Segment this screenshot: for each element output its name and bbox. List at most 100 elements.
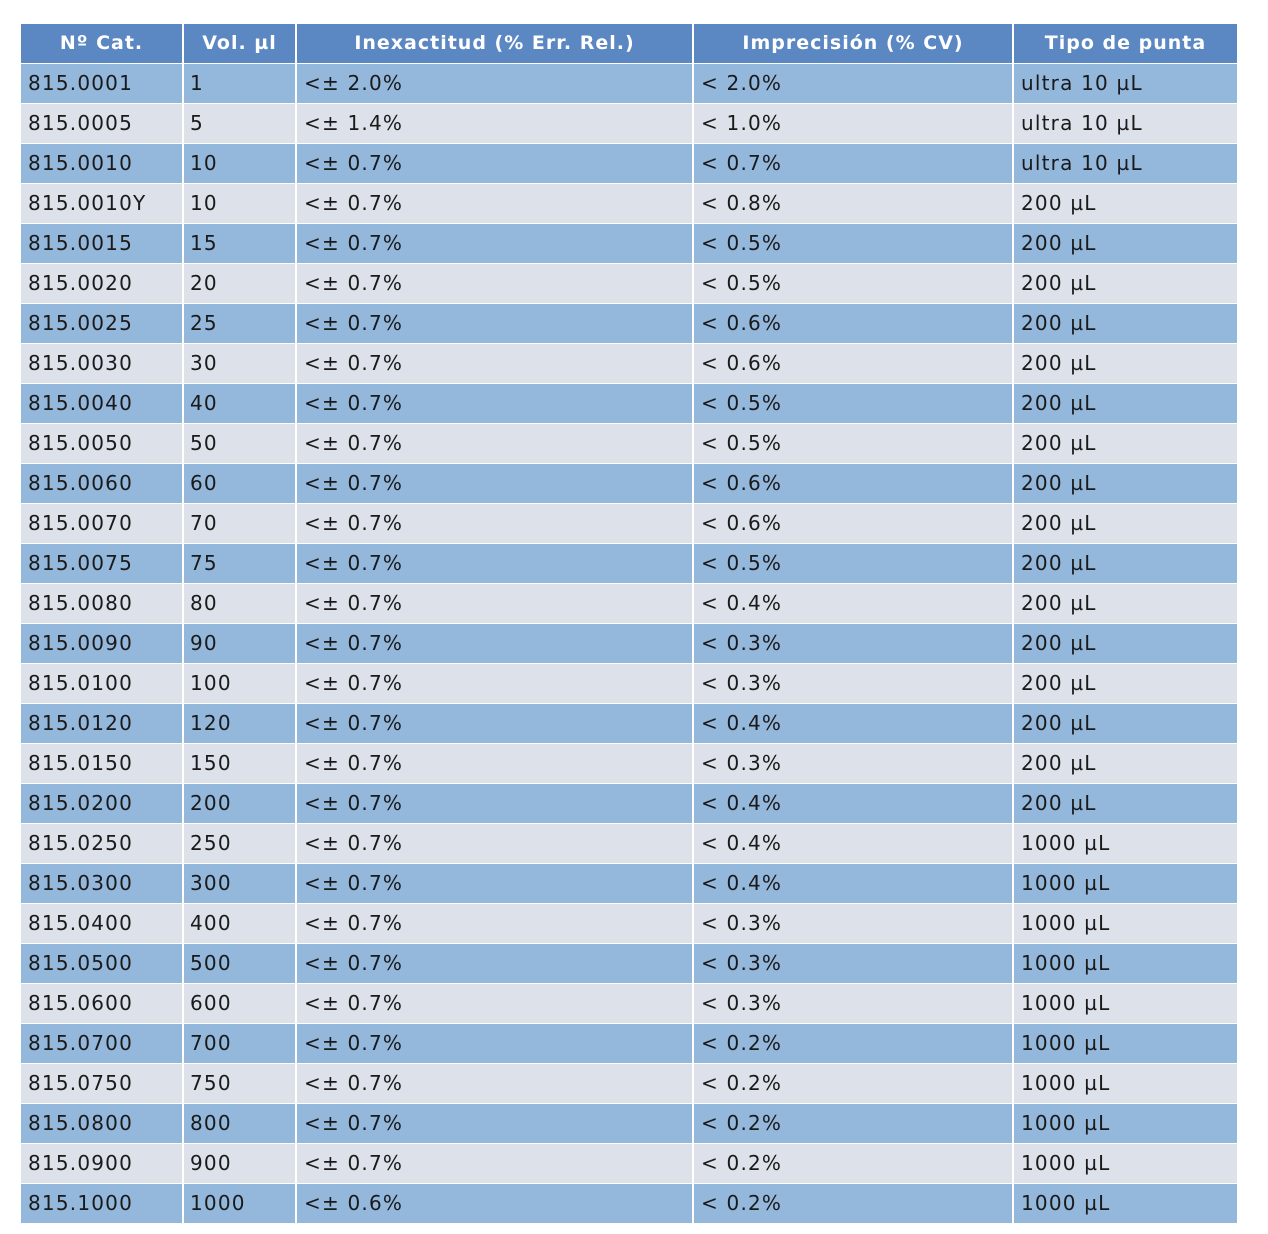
cell-imprecision: < 0.6%	[693, 342, 1014, 383]
cell-cat-no: 815.0300	[21, 862, 184, 903]
cell-imprecision: < 0.3%	[693, 662, 1014, 703]
cell-inaccuracy: <± 1.4%	[296, 102, 694, 143]
cell-cat-no: 815.0070	[21, 502, 184, 543]
cell-inaccuracy: <± 0.7%	[296, 422, 694, 463]
table-row: 815.0250 250 <± 0.7% < 0.4% 1000 µL	[21, 822, 1237, 863]
cell-imprecision: < 0.2%	[693, 1142, 1014, 1183]
cell-cat-no: 815.0040	[21, 382, 184, 423]
cell-cat-no: 815.1000	[21, 1182, 184, 1223]
table-row: 815.0075 75 <± 0.7% < 0.5% 200 µL	[21, 542, 1237, 583]
cell-tip-type: 200 µL	[1013, 502, 1237, 543]
cell-volume: 200	[183, 782, 297, 823]
cell-tip-type: 1000 µL	[1013, 982, 1237, 1023]
table-row: 815.0600 600 <± 0.7% < 0.3% 1000 µL	[21, 982, 1237, 1023]
cell-imprecision: < 0.5%	[693, 542, 1014, 583]
cell-inaccuracy: <± 0.7%	[296, 382, 694, 423]
cell-imprecision: < 0.3%	[693, 982, 1014, 1023]
cell-inaccuracy: <± 0.7%	[296, 702, 694, 743]
cell-volume: 50	[183, 422, 297, 463]
header-cat-no: Nº Cat.	[21, 24, 184, 63]
cell-inaccuracy: <± 0.7%	[296, 902, 694, 943]
cell-inaccuracy: <± 0.7%	[296, 462, 694, 503]
cell-tip-type: 200 µL	[1013, 182, 1237, 223]
cell-tip-type: 200 µL	[1013, 262, 1237, 303]
cell-cat-no: 815.0800	[21, 1102, 184, 1143]
table-header: Nº Cat. Vol. µl Inexactitud (% Err. Rel.…	[21, 24, 1237, 63]
cell-tip-type: 200 µL	[1013, 222, 1237, 263]
cell-imprecision: < 0.5%	[693, 222, 1014, 263]
cell-cat-no: 815.0015	[21, 222, 184, 263]
cell-cat-no: 815.0080	[21, 582, 184, 623]
cell-volume: 100	[183, 662, 297, 703]
cell-inaccuracy: <± 0.7%	[296, 1062, 694, 1103]
cell-tip-type: 1000 µL	[1013, 1022, 1237, 1063]
cell-tip-type: 1000 µL	[1013, 902, 1237, 943]
cell-cat-no: 815.0400	[21, 902, 184, 943]
cell-volume: 20	[183, 262, 297, 303]
cell-tip-type: 200 µL	[1013, 702, 1237, 743]
cell-cat-no: 815.0010Y	[21, 182, 184, 223]
cell-volume: 5	[183, 102, 297, 143]
cell-imprecision: < 0.5%	[693, 422, 1014, 463]
table-row: 815.0025 25 <± 0.7% < 0.6% 200 µL	[21, 302, 1237, 343]
cell-tip-type: 200 µL	[1013, 342, 1237, 383]
cell-volume: 1000	[183, 1182, 297, 1223]
cell-cat-no: 815.0100	[21, 662, 184, 703]
cell-imprecision: < 0.2%	[693, 1062, 1014, 1103]
cell-imprecision: < 0.5%	[693, 262, 1014, 303]
cell-volume: 30	[183, 342, 297, 383]
table-row: 815.0300 300 <± 0.7% < 0.4% 1000 µL	[21, 862, 1237, 903]
cell-cat-no: 815.0090	[21, 622, 184, 663]
cell-volume: 250	[183, 822, 297, 863]
cell-tip-type: 200 µL	[1013, 302, 1237, 343]
cell-volume: 80	[183, 582, 297, 623]
cell-volume: 10	[183, 182, 297, 223]
cell-tip-type: 200 µL	[1013, 742, 1237, 783]
cell-inaccuracy: <± 0.7%	[296, 182, 694, 223]
cell-tip-type: 200 µL	[1013, 542, 1237, 583]
table-row: 815.0900 900 <± 0.7% < 0.2% 1000 µL	[21, 1142, 1237, 1183]
cell-volume: 800	[183, 1102, 297, 1143]
cell-inaccuracy: <± 0.7%	[296, 662, 694, 703]
table-row: 815.0001 1 <± 2.0% < 2.0% ultra 10 µL	[21, 62, 1237, 103]
cell-imprecision: < 0.3%	[693, 902, 1014, 943]
cell-imprecision: < 0.4%	[693, 822, 1014, 863]
cell-imprecision: < 0.4%	[693, 702, 1014, 743]
table-row: 815.0010 10 <± 0.7% < 0.7% ultra 10 µL	[21, 142, 1237, 183]
cell-cat-no: 815.0500	[21, 942, 184, 983]
cell-tip-type: ultra 10 µL	[1013, 142, 1237, 183]
cell-inaccuracy: <± 0.7%	[296, 302, 694, 343]
cell-volume: 300	[183, 862, 297, 903]
cell-cat-no: 815.0050	[21, 422, 184, 463]
cell-tip-type: 200 µL	[1013, 422, 1237, 463]
cell-inaccuracy: <± 0.7%	[296, 342, 694, 383]
table-row: 815.0060 60 <± 0.7% < 0.6% 200 µL	[21, 462, 1237, 503]
cell-inaccuracy: <± 0.7%	[296, 222, 694, 263]
cell-cat-no: 815.0120	[21, 702, 184, 743]
cell-inaccuracy: <± 0.6%	[296, 1182, 694, 1223]
cell-volume: 75	[183, 542, 297, 583]
cell-inaccuracy: <± 0.7%	[296, 862, 694, 903]
cell-tip-type: 200 µL	[1013, 462, 1237, 503]
cell-inaccuracy: <± 0.7%	[296, 942, 694, 983]
cell-imprecision: < 0.5%	[693, 382, 1014, 423]
cell-volume: 400	[183, 902, 297, 943]
cell-imprecision: < 2.0%	[693, 62, 1014, 103]
cell-volume: 120	[183, 702, 297, 743]
cell-inaccuracy: <± 0.7%	[296, 142, 694, 183]
cell-inaccuracy: <± 0.7%	[296, 502, 694, 543]
cell-volume: 25	[183, 302, 297, 343]
cell-volume: 70	[183, 502, 297, 543]
cell-tip-type: 1000 µL	[1013, 1142, 1237, 1183]
cell-imprecision: < 0.2%	[693, 1102, 1014, 1143]
cell-cat-no: 815.0700	[21, 1022, 184, 1063]
header-row: Nº Cat. Vol. µl Inexactitud (% Err. Rel.…	[21, 24, 1237, 63]
header-inaccuracy: Inexactitud (% Err. Rel.)	[296, 24, 694, 63]
cell-tip-type: 200 µL	[1013, 622, 1237, 663]
cell-inaccuracy: <± 0.7%	[296, 742, 694, 783]
cell-imprecision: < 0.3%	[693, 622, 1014, 663]
cell-volume: 700	[183, 1022, 297, 1063]
cell-imprecision: < 0.6%	[693, 502, 1014, 543]
table-row: 815.0090 90 <± 0.7% < 0.3% 200 µL	[21, 622, 1237, 663]
cell-tip-type: 1000 µL	[1013, 942, 1237, 983]
